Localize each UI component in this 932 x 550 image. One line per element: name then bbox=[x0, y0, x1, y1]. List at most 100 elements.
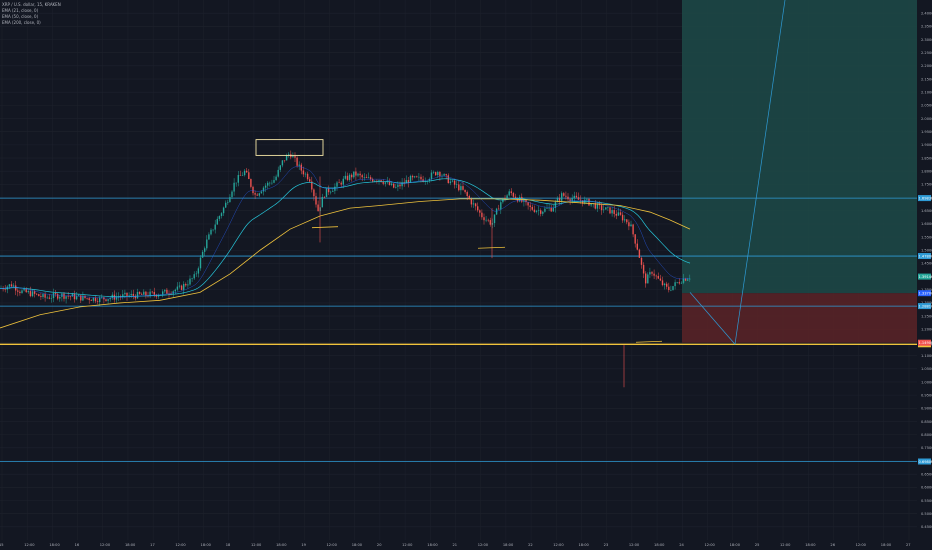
candle-body bbox=[621, 214, 624, 221]
candle-body bbox=[317, 204, 319, 212]
candle-body bbox=[157, 295, 160, 297]
candle-body bbox=[495, 208, 498, 215]
candle-body bbox=[359, 173, 361, 176]
candle-body bbox=[267, 182, 269, 186]
candle-body bbox=[512, 193, 515, 197]
x-tick-label: 27 bbox=[906, 543, 911, 547]
candle-body bbox=[258, 193, 260, 196]
candle-body bbox=[661, 280, 664, 286]
candle-body bbox=[401, 182, 403, 187]
candle-body bbox=[569, 199, 571, 201]
candle-body bbox=[624, 219, 626, 221]
candle-body bbox=[447, 175, 449, 184]
x-tick-label: 12:00 bbox=[629, 543, 640, 547]
candle-body bbox=[197, 268, 200, 274]
candle-body bbox=[201, 251, 204, 258]
x-tick-label: 18:00 bbox=[654, 543, 665, 547]
y-tick-label: 2.4000 bbox=[921, 11, 932, 15]
position-tag bbox=[918, 290, 931, 297]
candle-body bbox=[25, 288, 27, 293]
candle-body bbox=[615, 213, 617, 216]
candle-body bbox=[294, 156, 296, 158]
price-tag-label: 1.28810 bbox=[919, 304, 932, 308]
candle-body bbox=[101, 297, 103, 298]
candle-body bbox=[351, 174, 353, 178]
candle-body bbox=[558, 198, 561, 201]
candle-body bbox=[92, 297, 95, 301]
candle-body bbox=[546, 208, 548, 209]
ema-50-line bbox=[0, 178, 691, 297]
legend-indicator-ema-200[interactable]: EMA (200, close, 0) bbox=[2, 20, 41, 25]
y-tick-label: 1.4500 bbox=[921, 262, 932, 266]
candle-body bbox=[407, 180, 410, 183]
candle-body bbox=[311, 181, 313, 190]
candle-body bbox=[166, 289, 168, 294]
candle-body bbox=[582, 200, 584, 204]
candle-body bbox=[40, 296, 42, 297]
horizontal-levels bbox=[0, 197, 917, 462]
candle-body bbox=[670, 289, 672, 291]
candle-body bbox=[212, 229, 214, 231]
candle-body bbox=[277, 169, 279, 177]
candle-body bbox=[372, 179, 374, 182]
candle-body bbox=[367, 177, 370, 178]
candle-body bbox=[682, 278, 685, 283]
candle-body bbox=[71, 294, 74, 297]
candle-body bbox=[75, 296, 78, 300]
x-tick-label: 19 bbox=[301, 543, 306, 547]
candle-body bbox=[323, 196, 326, 198]
candle-body bbox=[231, 191, 233, 198]
candle-body bbox=[451, 180, 454, 182]
candle-body bbox=[432, 172, 435, 173]
candle-body bbox=[86, 298, 88, 299]
candle-body bbox=[626, 219, 628, 223]
x-tick-label: 18 bbox=[226, 543, 231, 547]
candle-body bbox=[19, 291, 21, 294]
candle-body bbox=[31, 291, 34, 297]
position-zones bbox=[682, 0, 917, 343]
y-tick-label: 2.1000 bbox=[921, 90, 932, 94]
candle-body bbox=[199, 257, 202, 269]
legend-indicator-ema-50[interactable]: EMA (50, close, 0) bbox=[2, 14, 39, 19]
legend-title[interactable]: XRP / U.S. dollar, 15, KRAKEN bbox=[2, 2, 61, 7]
candle-body bbox=[132, 293, 134, 296]
candle-body bbox=[220, 213, 223, 217]
candle-body bbox=[537, 210, 540, 211]
x-tick-label: 21 bbox=[453, 543, 458, 547]
price-axis[interactable]: 2.4000 2.3500 2.3000 2.2500 2.2000 2.1500 2.10… bbox=[918, 11, 932, 529]
candle-body bbox=[529, 205, 531, 207]
candle-body bbox=[54, 293, 57, 295]
candle-body bbox=[170, 293, 172, 295]
candle-body bbox=[498, 208, 500, 210]
candle-body bbox=[428, 178, 431, 181]
candle-body bbox=[243, 170, 246, 176]
candle-body bbox=[241, 175, 244, 176]
candle-body bbox=[603, 209, 605, 211]
candle-body bbox=[260, 191, 263, 194]
candle-body bbox=[510, 191, 512, 194]
candle-body bbox=[256, 194, 258, 196]
candle-body bbox=[464, 189, 466, 193]
candle-body bbox=[44, 294, 46, 298]
candle-body bbox=[21, 290, 23, 294]
y-tick-label: 1.1000 bbox=[921, 354, 932, 358]
candle-body bbox=[460, 186, 462, 191]
legend-indicator-ema-21[interactable]: EMA (21, close, 0) bbox=[2, 8, 39, 13]
candle-body bbox=[187, 284, 189, 286]
candle-body bbox=[430, 172, 433, 179]
time-axis[interactable]: 15 12:00 18:00 16 12:00 18:00 17 12:00 18:00 18 12… bbox=[0, 543, 911, 547]
candle-body bbox=[369, 177, 372, 180]
candle-body bbox=[304, 173, 307, 175]
candle-body bbox=[382, 181, 384, 184]
candle-body bbox=[437, 172, 439, 176]
candle-body bbox=[531, 206, 533, 210]
x-tick-label: 18:00 bbox=[503, 543, 514, 547]
